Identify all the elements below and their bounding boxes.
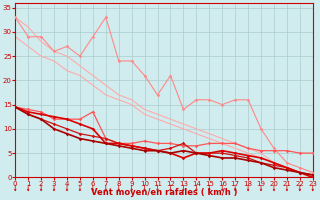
X-axis label: Vent moyen/en rafales ( km/h ): Vent moyen/en rafales ( km/h ) <box>91 188 237 197</box>
